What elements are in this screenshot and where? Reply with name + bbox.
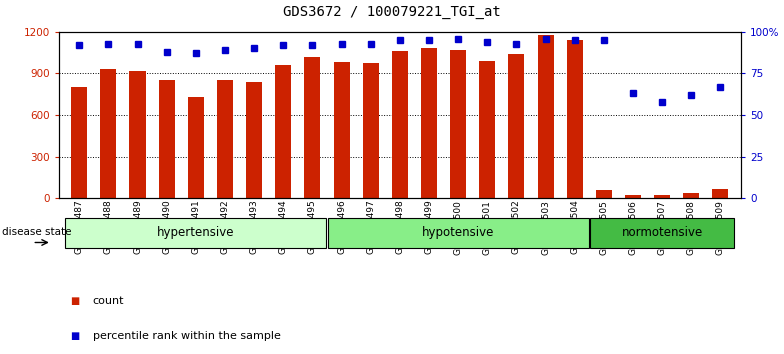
Bar xyxy=(508,54,524,198)
Bar xyxy=(304,57,321,198)
Bar xyxy=(188,97,204,198)
Text: normotensive: normotensive xyxy=(622,226,702,239)
Bar xyxy=(713,189,728,198)
Bar xyxy=(246,82,262,198)
Bar xyxy=(333,62,350,198)
Text: percentile rank within the sample: percentile rank within the sample xyxy=(93,331,281,341)
Bar xyxy=(479,61,495,198)
Text: disease state: disease state xyxy=(2,227,72,237)
Bar xyxy=(567,40,583,198)
Bar xyxy=(275,65,292,198)
Bar xyxy=(450,50,466,198)
Bar xyxy=(217,80,233,198)
Bar xyxy=(71,87,87,198)
Bar xyxy=(328,218,589,248)
Bar xyxy=(129,71,146,198)
Bar xyxy=(654,195,670,198)
Bar xyxy=(596,190,612,198)
Bar xyxy=(538,35,554,198)
Bar xyxy=(590,218,735,248)
Text: GDS3672 / 100079221_TGI_at: GDS3672 / 100079221_TGI_at xyxy=(283,5,501,19)
Bar xyxy=(363,63,379,198)
Text: ■: ■ xyxy=(71,296,80,306)
Bar xyxy=(421,48,437,198)
Text: hypotensive: hypotensive xyxy=(422,226,495,239)
Bar xyxy=(100,69,116,198)
Text: count: count xyxy=(93,296,124,306)
Text: hypertensive: hypertensive xyxy=(157,226,234,239)
Bar xyxy=(65,218,326,248)
Text: ■: ■ xyxy=(71,331,80,341)
Bar xyxy=(392,51,408,198)
Bar xyxy=(158,80,175,198)
Bar xyxy=(625,195,641,198)
Bar xyxy=(684,193,699,198)
